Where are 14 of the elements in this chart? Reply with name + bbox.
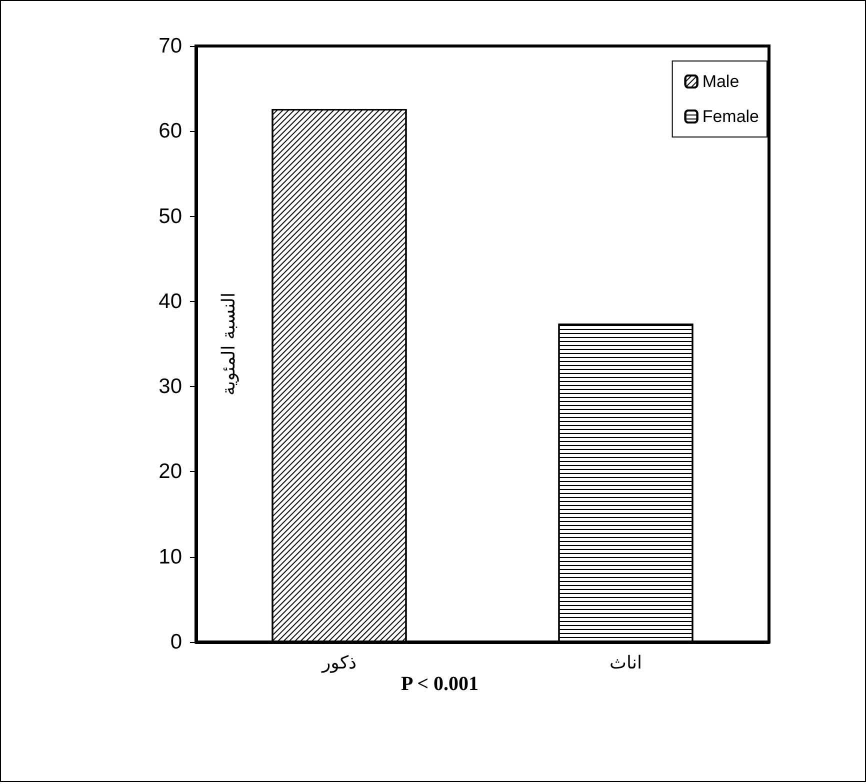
y-tick-label: 10 — [158, 545, 182, 568]
y-tick-label: 40 — [158, 290, 182, 313]
legend-label: Female — [702, 107, 759, 126]
x-tick-label: ذكور — [320, 652, 357, 674]
y-tick-label: 60 — [158, 120, 182, 143]
y-axis-title: النسبة المئوية — [218, 292, 240, 396]
y-tick-label: 0 — [170, 630, 182, 654]
y-tick-label: 30 — [158, 375, 182, 398]
y-tick-label: 20 — [158, 460, 182, 484]
text: P < 0.001 — [401, 673, 479, 695]
legend-label: Male — [702, 72, 740, 91]
y-tick-label: 50 — [158, 204, 182, 228]
y-tick-label: 70 — [158, 34, 182, 58]
x-tick-label: اناث — [610, 652, 642, 674]
